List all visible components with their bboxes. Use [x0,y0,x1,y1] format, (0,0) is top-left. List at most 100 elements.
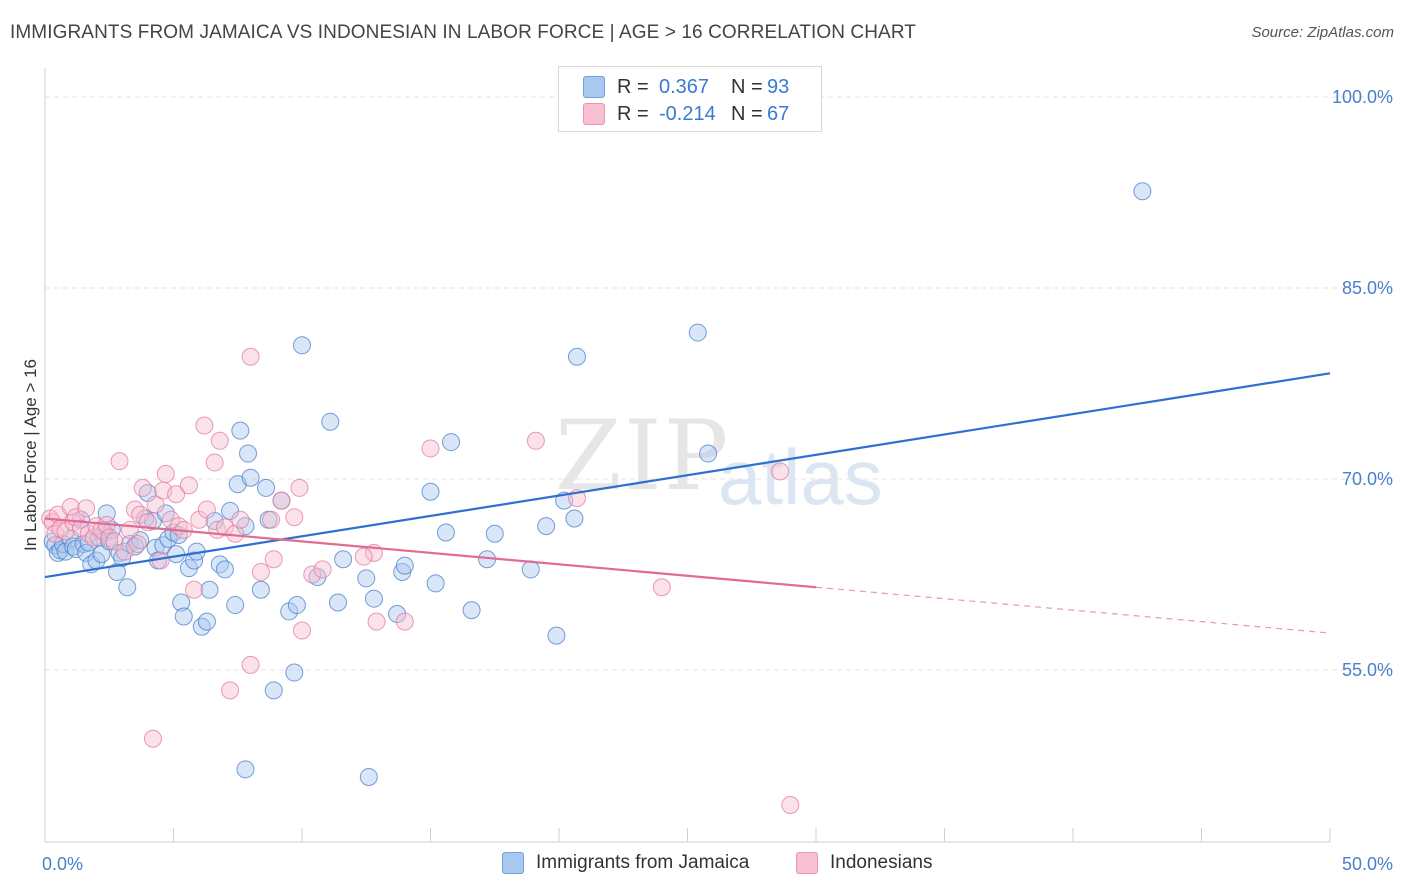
data-points [41,182,1152,814]
axes [44,68,1331,843]
legend-r-value: 0.367 [659,75,710,98]
point-jamaica [172,593,191,612]
point-indonesian [128,534,147,553]
point-indonesian [354,547,373,566]
legend-swatch-jamaica [583,76,605,98]
point-indonesian [143,729,162,748]
point-indonesian [197,500,216,519]
point-jamaica [48,543,67,562]
trend-lines [44,372,1331,634]
y-axis-label: In Labor Force | Age > 16 [21,359,40,551]
point-jamaica [221,501,240,520]
legend-item-jamaica[interactable]: Immigrants from Jamaica [502,852,749,874]
point-indonesian [77,499,96,518]
point-jamaica [565,509,584,528]
point-indonesian [131,505,150,524]
point-indonesian [303,565,322,584]
point-jamaica [107,562,126,581]
point-indonesian [84,528,103,547]
point-jamaica [359,767,378,786]
point-jamaica [1133,182,1152,201]
point-jamaica [321,412,340,431]
point-indonesian [190,510,209,529]
legend-item-indonesians[interactable]: Indonesians [796,852,932,874]
point-jamaica [442,433,461,452]
point-jamaica [236,760,255,779]
point-jamaica [521,560,540,579]
y-tick-label: 85.0% [1342,278,1393,298]
point-indonesian [526,431,545,450]
point-indonesian [652,578,671,597]
point-jamaica [567,347,586,366]
legend-n-label: N = [731,75,763,98]
point-indonesian [781,795,800,814]
trend-line-indonesian-extrapolated [815,586,1331,634]
point-indonesian [221,681,240,700]
point-indonesian [61,498,80,517]
point-jamaica [537,517,556,536]
legend-r-label: R = [617,75,649,98]
point-jamaica [118,578,137,597]
point-jamaica [239,444,258,463]
point-jamaica [388,604,407,623]
point-indonesian [205,453,224,472]
point-jamaica [462,601,481,620]
point-jamaica [280,602,299,621]
point-jamaica [77,543,96,562]
point-jamaica [287,596,306,615]
trend-line-indonesian [44,517,817,589]
legend-n-value: 93 [767,75,790,98]
point-indonesian [92,520,111,539]
point-indonesian [367,612,386,631]
point-jamaica [699,444,718,463]
point-jamaica [357,569,376,588]
series-legend: Immigrants from Jamaica Indonesians [0,852,1406,878]
point-indonesian [167,485,186,504]
point-jamaica [264,681,283,700]
point-jamaica [328,593,347,612]
correlation-legend: R = 0.367 N = 93 R = -0.214 N = 67 [558,66,822,132]
gridlines [45,96,1395,671]
point-jamaica [210,555,229,574]
legend-swatch-indonesian [583,103,605,125]
point-indonesian [290,478,309,497]
point-jamaica [231,421,250,440]
legend-swatch-jamaica [502,852,524,874]
point-jamaica [215,560,234,579]
chart-title: IMMIGRANTS FROM JAMAICA VS INDONESIAN IN… [10,22,917,43]
legend-r-label: R = [617,102,649,125]
point-indonesian [771,462,790,481]
point-indonesian [125,500,144,519]
x-tick-label: 0.0% [42,854,83,874]
point-jamaica [285,663,304,682]
legend-label-jamaica: Immigrants from Jamaica [536,852,750,873]
point-indonesian [421,439,440,458]
point-indonesian [272,491,291,510]
point-indonesian [241,347,260,366]
point-jamaica [334,550,353,569]
point-indonesian [156,464,175,483]
point-jamaica [167,545,186,564]
legend-swatch-indonesians [796,852,818,874]
point-jamaica [174,607,193,626]
point-indonesian [285,508,304,527]
point-indonesian [262,510,281,529]
point-jamaica [485,524,504,543]
trend-line-jamaica [44,372,1331,579]
point-jamaica [241,468,260,487]
legend-row-jamaica: R = 0.367 N = 93 [583,73,789,101]
point-jamaica [200,580,219,599]
point-jamaica [395,556,414,575]
legend-n-value: 67 [767,102,790,125]
legend-r-value: -0.214 [659,102,716,125]
point-indonesian [293,621,311,640]
point-jamaica [197,612,216,631]
y-tick-label: 70.0% [1342,469,1393,489]
legend-label-indonesians: Indonesians [830,852,933,873]
point-jamaica [192,617,211,636]
point-indonesian [264,550,283,569]
point-jamaica [688,323,707,342]
point-jamaica [436,523,455,542]
point-jamaica [364,589,383,608]
